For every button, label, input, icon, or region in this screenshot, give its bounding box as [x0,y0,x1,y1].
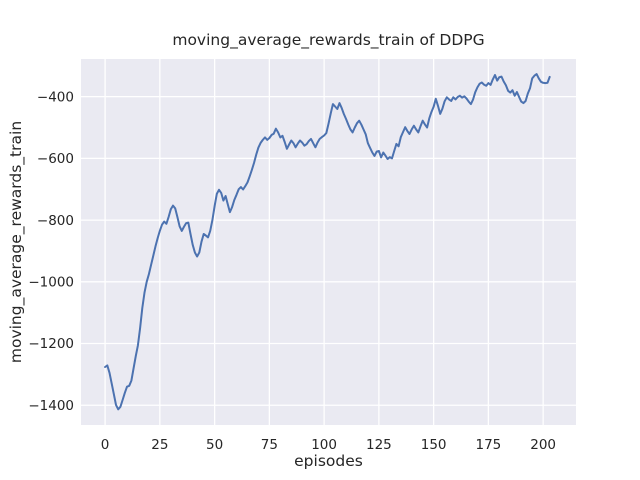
tick-label: −1400 [28,398,74,414]
tick-label: 75 [261,437,278,453]
y-axis-label: moving_average_rewards_train [7,121,26,363]
tick-label: 175 [475,437,501,453]
tick-label: 200 [530,437,556,453]
tick-label: −1200 [28,336,74,352]
tick-label: −1000 [28,275,74,291]
grid-lines [81,59,576,425]
tick-label: 125 [366,437,392,453]
tick-label: 0 [101,437,110,453]
tick-label: 150 [421,437,447,453]
tick-label: 100 [311,437,337,453]
tick-labels: 0 25 50 75 100 125 150 175 200 −400 −600 −800 −1000 −… [28,89,556,453]
plot-area [81,59,576,425]
data-line [104,73,551,411]
tick-label: −600 [37,151,74,167]
chart-title: moving_average_rewards_train of DDPG [172,31,484,50]
tick-label: 25 [151,437,168,453]
tick-label: 50 [206,437,223,453]
tick-label: −400 [37,89,74,105]
tick-label: −800 [37,213,74,229]
x-axis-label: episodes [294,452,363,470]
data-series [104,73,551,411]
